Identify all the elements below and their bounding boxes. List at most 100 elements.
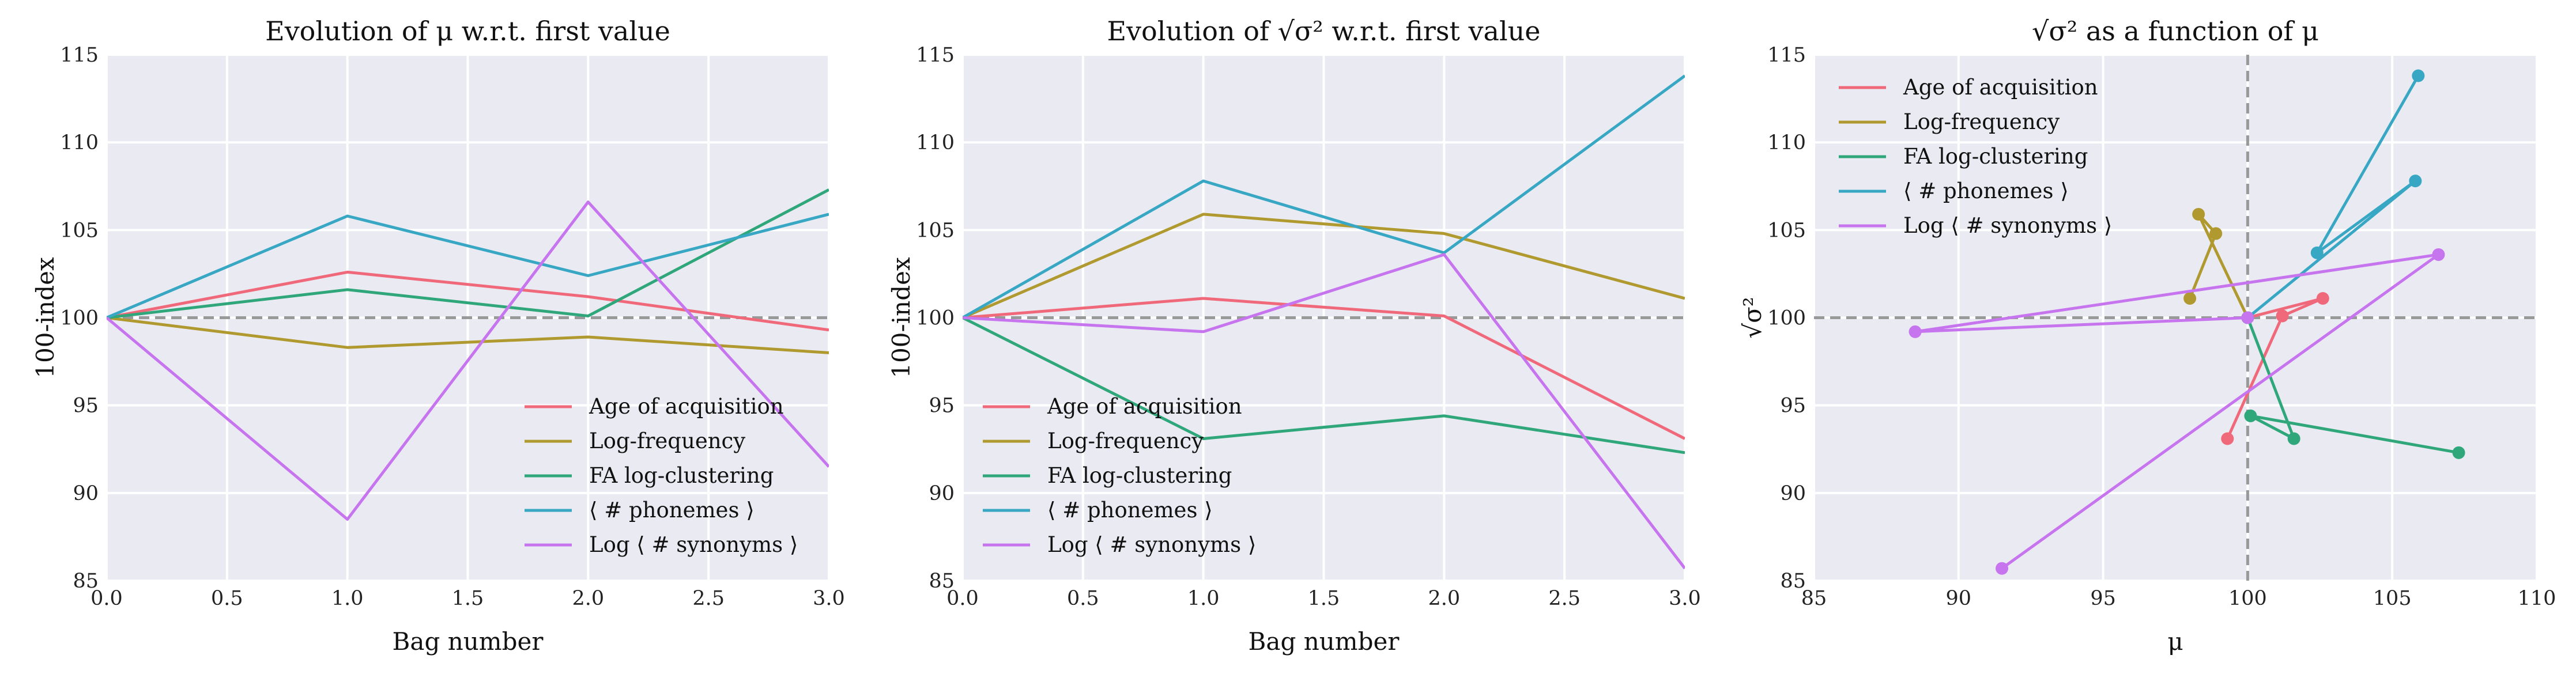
series-4-point [2409,175,2422,188]
series-layer [1909,69,2465,575]
legend-entry: Log ⟨ # synonyms ⟩ [1047,532,1256,557]
y-tick-label: 115 [916,44,955,67]
y-tick-label: 115 [60,44,99,67]
series-line-2 [2188,213,2249,319]
x-tick-label: 110 [2518,587,2556,610]
chart-panel-3: 85 90 95 100 105 110 85 90 95 100 105 110 115 √σ² as … [1738,16,2556,656]
series-2-point [2192,207,2205,221]
x-tick-label: 0.0 [946,587,979,610]
y-tick-label: 110 [60,131,99,154]
series-1-point [2221,432,2234,445]
legend-entry: ⟨ # phonemes ⟩ [589,498,755,522]
series-3-point [2244,409,2257,422]
x-tick-label: 2.5 [692,587,725,610]
series-line-2 [107,316,829,354]
legend: Age of acquisition Log-frequency FA log-cl… [1839,75,2112,238]
y-tick-label: 105 [1767,219,1806,242]
series-line-3 [107,188,829,319]
chart-title: Evolution of √σ² w.r.t. first value [1107,16,1540,47]
legend: Age of acquisition Log-frequency FA log-cl… [525,394,798,557]
series-1-point [2316,292,2329,305]
series-line-1 [2226,297,2325,440]
series-3-point [2452,446,2465,459]
y-tick-label: 90 [929,482,955,505]
series-line-1 [963,297,1685,440]
series-line-2 [963,213,1685,319]
series-line-5 [1914,253,2440,570]
series-3-point [2287,432,2300,445]
series-line-4 [2246,75,2420,319]
y-tick-label: 85 [929,570,955,593]
x-axis-label: μ [2167,627,2183,656]
legend-entry: ⟨ # phonemes ⟩ [1047,498,1213,522]
y-tick-label: 110 [1767,131,1806,154]
y-tick-label: 90 [73,482,99,505]
x-tick-label: 2.0 [1428,587,1460,610]
y-tick-label: 85 [73,570,99,593]
legend-entry: FA log-clustering [1047,463,1232,488]
legend-entry: Log ⟨ # synonyms ⟩ [589,532,798,557]
legend-entry: Age of acquisition [1047,394,1242,419]
y-tick-label: 115 [1767,44,1806,67]
x-tick-label: 1.5 [1308,587,1340,610]
x-tick-label: 1.0 [1187,587,1220,610]
legend-entry: FA log-clustering [589,463,774,488]
series-2-point [2209,227,2223,240]
series-5-point [2241,311,2254,324]
legend-entry: Log-frequency [589,429,745,453]
y-tick-label: 85 [1780,570,1806,593]
y-axis-label: 100-index [887,257,915,378]
legend-entry: Age of acquisition [589,394,784,419]
x-tick-label: 90 [1946,587,1972,610]
chart-panel-2: 0.0 0.5 1.0 1.5 2.0 2.5 3.0 85 90 95 100 105 110 115 E… [887,16,1701,656]
series-5-point [1909,325,1922,338]
series-line-3 [963,316,1685,455]
series-4-point [2310,246,2324,259]
y-tick-label: 95 [929,395,955,418]
x-tick-label: 100 [2228,587,2267,610]
x-tick-label: 0.5 [1067,587,1099,610]
series-5-point [2432,248,2445,261]
y-tick-label: 105 [60,219,99,242]
legend-entry: Log ⟨ # synonyms ⟩ [1903,213,2112,238]
legend-entry: ⟨ # phonemes ⟩ [1903,179,2069,203]
x-tick-label: 1.0 [331,587,364,610]
y-axis-label: √σ² [1738,297,1767,338]
legend: Age of acquisition Log-frequency FA log-cl… [983,394,1256,557]
legend-entry: FA log-clustering [1903,144,2088,169]
y-tick-label: 95 [1780,395,1806,418]
x-tick-label: 0.0 [90,587,123,610]
legend-entry: Age of acquisition [1903,75,2098,100]
series-line-5 [963,253,1685,570]
series-4-point [2412,69,2425,82]
series-line-1 [107,270,829,332]
y-tick-label: 100 [1767,307,1806,330]
x-axis-label: Bag number [393,627,544,656]
series-line-4 [107,213,829,319]
x-tick-label: 105 [2373,587,2412,610]
y-tick-label: 95 [73,395,99,418]
x-tick-label: 2.0 [572,587,604,610]
y-tick-label: 100 [60,307,99,330]
x-tick-label: 1.5 [452,587,484,610]
x-tick-label: 3.0 [1669,587,1701,610]
y-tick-label: 90 [1780,482,1806,505]
y-tick-label: 105 [916,219,955,242]
legend-entry: Log-frequency [1047,429,1204,453]
series-layer [107,188,829,521]
legend-entry: Log-frequency [1903,109,2060,134]
chart-title: √σ² as a function of μ [2032,16,2319,47]
series-1-point [2276,309,2289,323]
x-tick-label: 85 [1801,587,1827,610]
series-line-4 [963,74,1685,319]
y-axis-label: 100-index [31,257,59,378]
series-line-5 [107,200,829,521]
x-tick-label: 2.5 [1548,587,1581,610]
series-5-point [1996,562,2009,575]
series-line-3 [2246,317,2460,455]
x-axis-label: Bag number [1249,627,1400,656]
x-tick-label: 0.5 [211,587,243,610]
series-2-point [2183,292,2197,305]
y-tick-label: 100 [916,307,955,330]
